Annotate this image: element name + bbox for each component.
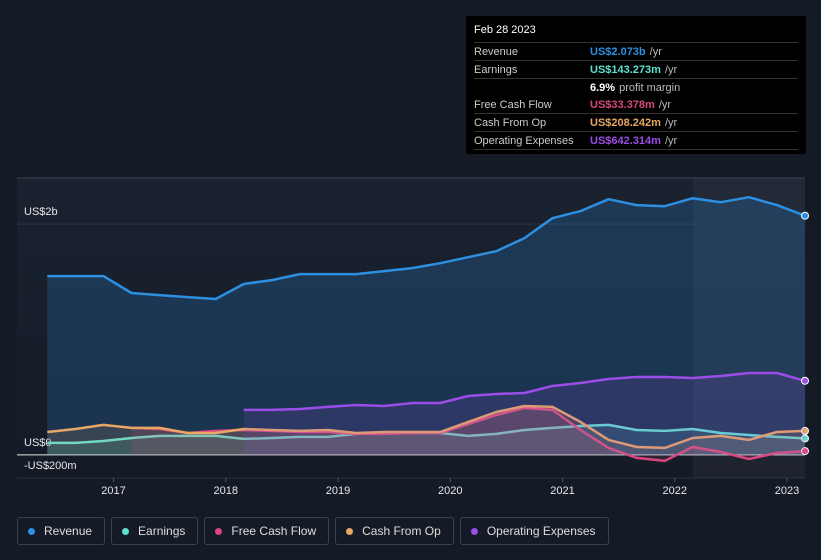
- end-dot: [801, 447, 809, 456]
- chart: -US$200m US$0 US$2b 2017 2018 2019 2020 2021 202…: [17, 177, 809, 497]
- y-tick-label: US$0: [24, 437, 52, 449]
- legend-item[interactable]: Free Cash Flow: [204, 517, 330, 545]
- tooltip: Feb 28 2023 Revenue US$2.073b/yr Earnings U…: [466, 16, 806, 154]
- x-tick-label: 2020: [438, 485, 462, 497]
- tooltip-value: US$2.073b: [590, 45, 646, 58]
- legend-swatch: [28, 527, 35, 535]
- tooltip-unit: profit margin: [619, 81, 681, 94]
- legend-item[interactable]: Operating Expenses: [459, 517, 609, 545]
- y-tick-label: US$2b: [24, 206, 58, 218]
- tooltip-unit: /yr: [664, 63, 678, 76]
- x-tick-label: 2019: [326, 485, 350, 497]
- legend-item[interactable]: Cash From Op: [335, 517, 454, 545]
- legend-label: Revenue: [44, 524, 93, 538]
- legend-label: Cash From Op: [362, 524, 441, 538]
- x-tick-label: 2021: [550, 485, 574, 497]
- legend-item[interactable]: Revenue: [17, 517, 106, 545]
- tooltip-label: Operating Expenses: [474, 134, 574, 147]
- x-tick-label: 2017: [101, 485, 125, 497]
- series-area: [131, 408, 805, 461]
- legend-swatch: [215, 527, 223, 535]
- tooltip-label: Revenue: [474, 45, 519, 58]
- legend-label: Operating Expenses: [486, 524, 596, 538]
- series-area: [47, 424, 806, 455]
- legend: Revenue Earnings Free Cash Flow Cash From O…: [17, 517, 609, 545]
- legend-item[interactable]: Earnings: [111, 517, 199, 545]
- series-line: [243, 371, 806, 412]
- tooltip-value: 6.9%: [590, 81, 616, 94]
- tooltip-row: 6.9% profit margin: [474, 79, 798, 96]
- tooltip-unit: /yr: [649, 45, 662, 58]
- legend-swatch: [346, 527, 354, 535]
- series-line: [47, 404, 806, 450]
- tooltip-row: Revenue US$2.073b/yr: [474, 43, 798, 61]
- tooltip-row: Free Cash Flow US$33.378m/yr: [474, 96, 798, 114]
- y-tick-label: -US$200m: [24, 460, 77, 472]
- tooltip-row: Operating Expenses US$642.314m/yr: [474, 132, 798, 150]
- end-dot: [801, 426, 809, 435]
- x-tick-label: 2018: [214, 485, 238, 497]
- legend-label: Free Cash Flow: [231, 524, 317, 538]
- tooltip-date: Feb 28 2023: [474, 24, 798, 43]
- legend-swatch: [470, 527, 478, 535]
- tooltip-value: US$143.273m: [590, 63, 661, 76]
- series-area: [243, 373, 805, 455]
- highlight-region: [693, 178, 805, 478]
- end-dot: [801, 376, 809, 385]
- tooltip-unit: /yr: [664, 134, 678, 147]
- legend-label: Earnings: [138, 524, 186, 538]
- tooltip-value: US$208.242m: [590, 116, 661, 129]
- tooltip-row: Earnings US$143.273m/yr: [474, 61, 798, 79]
- tooltip-label: Cash From Op: [474, 116, 547, 129]
- tooltip-row: Cash From Op US$208.242m/yr: [474, 114, 798, 132]
- end-dot: [801, 211, 809, 220]
- tooltip-unit: /yr: [658, 98, 672, 111]
- series-area: [47, 197, 806, 455]
- x-tick-label: 2022: [663, 485, 687, 497]
- legend-swatch: [122, 527, 130, 535]
- tooltip-value: US$33.378m: [590, 98, 655, 111]
- x-tick-label: 2023: [775, 485, 799, 497]
- tooltip-unit: /yr: [664, 116, 678, 129]
- tooltip-label: Earnings: [474, 63, 518, 76]
- tooltip-value: US$642.314m: [590, 134, 661, 147]
- series-line: [47, 195, 806, 301]
- tooltip-label: Free Cash Flow: [474, 98, 552, 111]
